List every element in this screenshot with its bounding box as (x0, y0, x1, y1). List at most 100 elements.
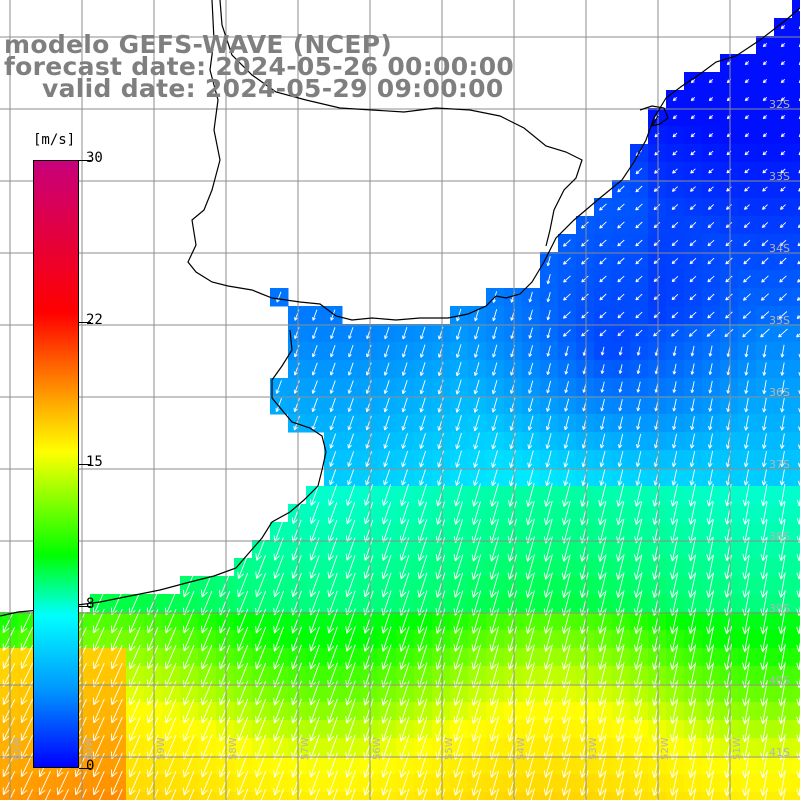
wind-arrow (507, 698, 518, 724)
wind-arrow (74, 771, 87, 796)
wind-arrow (419, 379, 426, 395)
wind-arrow (165, 716, 177, 742)
wind-arrow (708, 186, 714, 192)
wind-arrow (183, 698, 195, 724)
wind-arrow (708, 114, 714, 120)
wind-arrow (761, 468, 767, 486)
lat-label: 37S (769, 458, 790, 471)
colorbar-gradient (33, 160, 79, 768)
wind-cell (144, 792, 163, 800)
wind-arrow (780, 380, 785, 395)
wind-arrow (419, 397, 426, 413)
wind-arrow (255, 572, 267, 598)
wind-arrow (509, 467, 516, 487)
wind-arrow (329, 415, 336, 431)
wind-arrow (435, 716, 446, 742)
wind-arrow (669, 770, 679, 796)
wind-arrow (476, 788, 482, 800)
wind-cell (792, 324, 800, 343)
wind-cell (792, 36, 800, 55)
wind-arrow (743, 451, 749, 468)
wind-arrow (615, 770, 625, 796)
wind-cell (72, 792, 91, 800)
wind-arrow (417, 554, 428, 580)
wind-arrow (383, 433, 390, 449)
wind-arrow (780, 150, 786, 156)
wind-arrow (616, 501, 625, 526)
wind-arrow (617, 221, 625, 229)
wind-cell (792, 504, 800, 523)
wind-arrow (543, 500, 553, 526)
wind-arrow (689, 275, 697, 283)
wind-arrow (600, 398, 605, 412)
wind-cell (792, 558, 800, 577)
wind-arrow (419, 433, 426, 450)
wind-arrow (346, 484, 356, 506)
wind-arrow (615, 626, 625, 652)
wind-arrow (219, 698, 231, 724)
wind-arrow (386, 788, 392, 800)
wind-arrow (471, 644, 482, 670)
wind-arrow (509, 450, 516, 468)
wind-cell (558, 792, 577, 800)
wind-arrow (309, 502, 320, 525)
wind-arrow (635, 203, 643, 211)
wind-arrow (671, 186, 678, 192)
wind-arrow (779, 239, 787, 247)
wind-arrow (435, 554, 446, 580)
wind-arrow (671, 293, 679, 301)
wind-arrow (147, 698, 159, 724)
wind-arrow (455, 326, 462, 340)
wind-arrow (276, 291, 282, 303)
wind-arrow (742, 752, 750, 779)
wind-arrow (797, 480, 800, 486)
wind-arrow (707, 450, 714, 468)
colorbar-tick (79, 605, 91, 607)
wind-arrow (725, 275, 733, 283)
wind-arrow (708, 96, 714, 102)
wind-arrow (417, 626, 428, 652)
wind-arrow (20, 771, 34, 796)
wind-arrow (597, 554, 607, 580)
wind-arrow (170, 788, 177, 800)
wind-arrow (688, 644, 697, 670)
wind-cell (288, 792, 307, 800)
wind-arrow (670, 501, 678, 525)
wind-arrow (599, 468, 606, 486)
wind-arrow (453, 501, 463, 525)
wind-arrow (742, 293, 751, 301)
wind-arrow (564, 398, 570, 412)
wind-arrow (345, 644, 356, 670)
wind-arrow (780, 415, 785, 431)
wind-cell (792, 648, 800, 667)
wind-arrow (670, 554, 679, 580)
wind-arrow (761, 204, 768, 210)
wind-arrow (743, 275, 751, 283)
wind-arrow (419, 415, 426, 431)
wind-arrow (345, 626, 356, 652)
wind-arrow (615, 716, 625, 742)
wind-arrow (525, 716, 535, 742)
wind-arrow (797, 278, 800, 283)
wind-arrow (707, 293, 715, 301)
wind-arrow (471, 501, 481, 526)
wind-arrow (743, 257, 751, 265)
wind-arrow (309, 770, 320, 796)
wind-arrow (728, 788, 732, 800)
title-model: modelo GEFS-WAVE (NCEP) (4, 30, 393, 59)
wind-arrow (653, 258, 661, 265)
wind-arrow (422, 788, 428, 800)
wind-cell (522, 792, 541, 800)
wind-cell (720, 792, 739, 800)
wind-arrow (507, 554, 518, 580)
wind-cell (792, 612, 800, 631)
wind-arrow (365, 451, 373, 468)
wind-arrow (206, 788, 213, 800)
wind-arrow (525, 698, 535, 724)
wind-arrow (690, 78, 696, 84)
wind-arrow (437, 450, 445, 468)
wind-arrow (128, 770, 141, 796)
wind-arrow (382, 484, 392, 507)
wind-arrow (219, 626, 231, 652)
wind-arrow (545, 450, 552, 468)
